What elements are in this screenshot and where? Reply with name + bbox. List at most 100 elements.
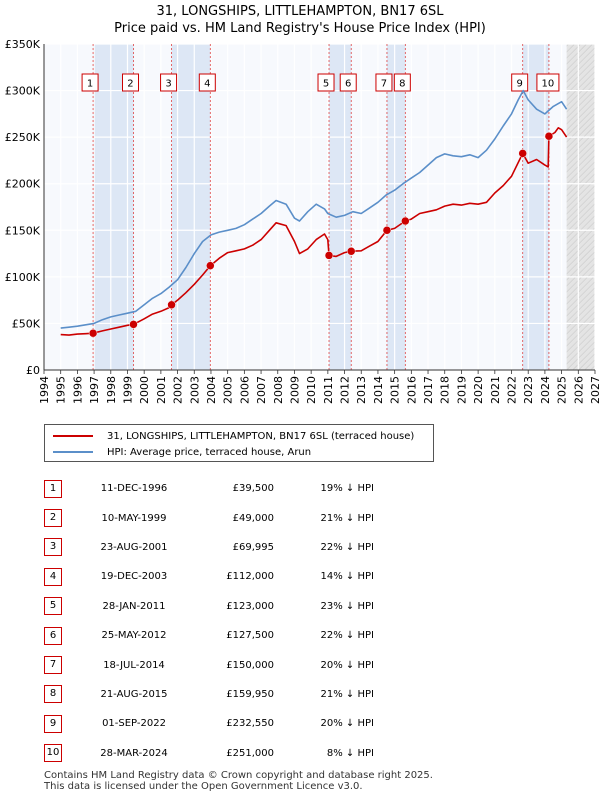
x-tick-label: 2007	[255, 376, 268, 404]
sale-label-text: 9	[517, 79, 523, 90]
footer-attribution: Contains HM Land Registry data © Crown c…	[44, 770, 433, 792]
sale-point	[206, 261, 215, 270]
future-hatch	[566, 179, 596, 209]
sale-date: 10-MAY-1999	[101, 512, 167, 524]
x-tick-label: 2003	[188, 376, 201, 404]
x-tick-label: 2014	[372, 376, 385, 404]
sale-label-text: 2	[127, 79, 133, 90]
sale-date: 11-DEC-1996	[100, 483, 168, 495]
sale-index-badge: 9	[44, 714, 62, 733]
chart-legend: 31, LONGSHIPS, LITTLEHAMPTON, BN17 6SL (…	[44, 424, 434, 462]
sale-price: £49,000	[232, 512, 274, 524]
legend-line-property	[53, 435, 93, 437]
x-tick-label: 2016	[405, 376, 418, 404]
y-tick-label: £350K	[5, 38, 41, 51]
future-hatch	[566, 191, 596, 221]
sale-point	[382, 226, 392, 235]
x-tick-label: 2005	[222, 376, 235, 404]
x-tick-label: 2017	[422, 376, 435, 404]
y-tick-label: £300K	[5, 85, 41, 98]
future-hatch	[566, 71, 596, 101]
table-row: 8 21-AUG-2015 £159,950 21% ↓ HPI	[44, 680, 374, 709]
x-tick-label: 2010	[305, 376, 318, 404]
legend-line-hpi	[53, 451, 93, 453]
sale-hpi-diff: 8% ↓ HPI	[326, 747, 374, 759]
sale-hpi-diff: 23% ↓ HPI	[320, 600, 374, 612]
chart-title: 31, LONGSHIPS, LITTLEHAMPTON, BN17 6SL	[156, 4, 444, 19]
sale-index-badge: 2	[44, 509, 62, 528]
x-tick-label: 2019	[455, 376, 468, 404]
x-tick-label: 1997	[88, 376, 101, 404]
sale-hpi-diff: 14% ↓ HPI	[320, 571, 374, 583]
x-tick-label: 2009	[288, 376, 301, 404]
sale-label-text: 3	[165, 79, 171, 90]
sale-index-badge: 3	[44, 538, 62, 557]
sale-price: £69,995	[232, 541, 274, 553]
x-tick-label: 1996	[71, 376, 84, 404]
ownership-shade	[329, 44, 352, 370]
sale-label-text: 6	[345, 79, 351, 90]
sale-label-box	[536, 73, 560, 92]
sale-label-text: 10	[542, 79, 555, 90]
sale-hpi-diff: 19% ↓ HPI	[320, 483, 374, 495]
sale-price: £150,000	[226, 659, 274, 671]
y-tick-label: £250K	[5, 131, 41, 144]
sale-point	[346, 246, 356, 256]
y-tick-label: £200K	[5, 178, 41, 191]
future-hatch	[566, 83, 596, 113]
x-tick-label: 2021	[489, 376, 502, 404]
legend-label-property: 31, LONGSHIPS, LITTLEHAMPTON, BN17 6SL (…	[107, 430, 415, 442]
sale-hpi-diff: 20% ↓ HPI	[320, 718, 374, 730]
sale-index-badge: 10	[44, 744, 62, 763]
x-tick-label: 1994	[38, 376, 51, 404]
sale-label-text: 5	[323, 79, 329, 90]
future-hatch	[566, 197, 596, 227]
sale-price: £127,500	[226, 630, 274, 642]
y-tick-label: £50K	[12, 317, 41, 330]
sale-point	[544, 131, 554, 141]
x-tick-label: 2015	[389, 376, 402, 404]
sale-price: £112,000	[226, 571, 274, 583]
future-hatch	[566, 89, 596, 119]
sale-price: £251,000	[226, 747, 274, 759]
x-tick-label: 2027	[589, 376, 600, 404]
x-tick-label: 2012	[339, 376, 352, 404]
x-tick-label: 2004	[205, 376, 218, 404]
sale-hpi-diff: 21% ↓ HPI	[320, 688, 374, 700]
footer-licence: This data is licensed under the Open Gov…	[44, 781, 363, 792]
sale-hpi-diff: 22% ↓ HPI	[320, 630, 374, 642]
future-hatch	[566, 287, 596, 317]
sale-label-text: 4	[204, 79, 210, 90]
x-tick-label: 1998	[105, 376, 118, 404]
sale-point	[88, 328, 98, 338]
future-hatch	[566, 305, 596, 335]
sale-label-box	[81, 73, 99, 92]
x-tick-label: 2026	[572, 376, 585, 404]
sale-index-badge: 1	[44, 479, 62, 498]
future-hatch	[566, 77, 596, 107]
sale-price: £159,950	[226, 688, 274, 700]
legend-label-hpi: HPI: Average price, terraced house, Arun	[107, 446, 312, 458]
ownership-shade	[386, 44, 406, 370]
sale-label-box	[317, 73, 335, 92]
sale-date: 25-MAY-2012	[101, 630, 167, 642]
chart-subtitle: Price paid vs. HM Land Registry's House …	[114, 21, 486, 36]
x-tick-label: 2024	[539, 376, 552, 404]
sale-label-box	[160, 73, 178, 92]
sale-date: 28-JAN-2011	[102, 600, 166, 612]
sales-table: 1 11-DEC-1996 £39,500 19% ↓ HPI 2 10-MAY…	[44, 474, 374, 768]
table-row: 4 19-DEC-2003 £112,000 14% ↓ HPI	[44, 562, 374, 591]
sale-label-box	[121, 73, 139, 92]
table-row: 9 01-SEP-2022 £232,550 20% ↓ HPI	[44, 709, 374, 738]
table-row: 2 10-MAY-1999 £49,000 21% ↓ HPI	[44, 503, 374, 532]
sale-label-box	[375, 73, 393, 92]
sale-point	[324, 251, 334, 260]
table-row: 7 18-JUL-2014 £150,000 20% ↓ HPI	[44, 650, 374, 679]
sale-index-badge: 8	[44, 685, 62, 704]
property-series-line	[60, 127, 568, 336]
hpi-series-line	[60, 89, 568, 329]
price-chart: 1 2 3 4 5 6 7 8 9 10 £0 £50K £100K £150K £200K £250K £30…	[5, 38, 600, 404]
x-tick-label: 2013	[355, 376, 368, 404]
future-hatch	[566, 311, 596, 341]
table-row: 5 28-JAN-2011 £123,000 23% ↓ HPI	[44, 592, 374, 621]
